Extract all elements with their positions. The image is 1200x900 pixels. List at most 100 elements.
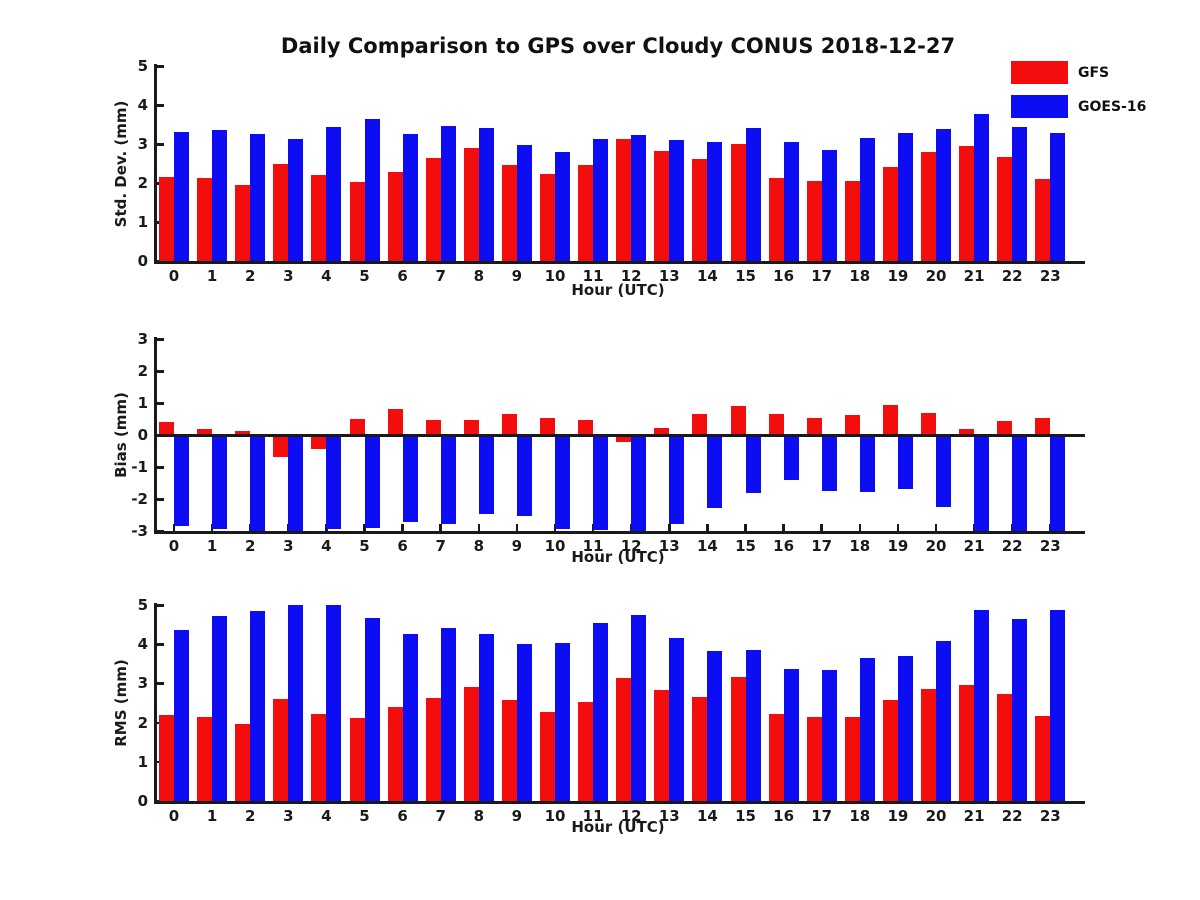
bar-gfs <box>311 435 327 450</box>
bar-gfs <box>616 435 632 443</box>
bar-gfs <box>768 177 784 261</box>
bar-gfs <box>311 713 327 801</box>
x-tick-label: 15 <box>735 807 756 825</box>
bar-gfs <box>501 165 517 261</box>
bar-gfs <box>692 413 708 435</box>
x-tick-label: 1 <box>206 807 218 825</box>
xlabel-hour-utc-middle: Hour (UTC) <box>571 548 665 566</box>
bar-gfs <box>768 413 784 435</box>
bar-gfs <box>959 428 975 435</box>
y-tick-label: -3 <box>131 522 148 540</box>
bar-goes16 <box>478 435 494 515</box>
bar-goes16 <box>593 435 609 531</box>
ylabel-rms: RMS (mm) <box>112 659 130 747</box>
bar-goes16 <box>364 118 380 261</box>
bar-gfs <box>197 717 213 801</box>
bar-goes16 <box>364 617 380 801</box>
y-tick-label: 5 <box>137 596 148 614</box>
bar-goes16 <box>326 127 342 261</box>
x-tick-label: 16 <box>773 807 795 825</box>
bar-goes16 <box>516 435 532 516</box>
x-tick <box>401 524 404 531</box>
bar-goes16 <box>555 643 570 801</box>
bar-gfs <box>654 689 670 801</box>
x-tick-label: 22 <box>1001 267 1023 285</box>
x-tick <box>896 524 900 531</box>
y-tick-label: -1 <box>131 458 148 476</box>
x-tick-label: 0 <box>168 537 180 555</box>
legend: GFS GOES-16 <box>1011 61 1146 129</box>
bar-gfs <box>540 418 555 435</box>
bar-gfs <box>273 435 289 458</box>
bar-goes16 <box>402 134 418 261</box>
bar-gfs <box>578 701 594 801</box>
y-tick-label: 1 <box>137 394 148 412</box>
bar-gfs <box>997 693 1013 801</box>
bar-gfs <box>806 717 822 801</box>
x-tick-label: 10 <box>544 807 566 825</box>
bar-gfs <box>730 677 746 801</box>
bar-goes16 <box>707 651 723 801</box>
bar-gfs <box>159 177 174 261</box>
x-tick-label: 2 <box>244 537 256 555</box>
bar-goes16 <box>859 657 875 801</box>
bar-gfs <box>997 420 1013 435</box>
y-tick <box>157 643 164 646</box>
x-tick-label: 2 <box>244 807 256 825</box>
bar-gfs <box>578 164 594 261</box>
xlabel-hour-utc-bottom: Hour (UTC) <box>571 818 665 836</box>
bar-goes16 <box>402 435 418 523</box>
x-tick-label: 23 <box>1039 807 1061 825</box>
bar-goes16 <box>821 150 837 261</box>
bar-goes16 <box>669 637 685 801</box>
x-tick-label: 11 <box>582 537 604 555</box>
bar-gfs <box>235 723 251 801</box>
gfs-color-swatch <box>1011 61 1068 84</box>
bar-gfs <box>159 715 174 801</box>
x-tick-label: 14 <box>696 807 718 825</box>
x-tick-label: 12 <box>620 267 642 285</box>
x-tick-label: 4 <box>321 267 332 285</box>
x-tick-label: 1 <box>206 267 218 285</box>
x-tick-label: 11 <box>582 807 604 825</box>
x-tick-label: 2 <box>244 267 256 285</box>
xlabel-hour-utc-top: Hour (UTC) <box>571 281 665 299</box>
bar-goes16 <box>174 435 189 527</box>
x-tick-label: 10 <box>544 267 566 285</box>
x-tick-label: 19 <box>887 267 909 285</box>
bar-goes16 <box>936 641 951 801</box>
x-tick-label: 15 <box>735 267 756 285</box>
x-tick <box>172 524 176 531</box>
bar-goes16 <box>440 627 456 801</box>
y-tick-label: 2 <box>137 362 148 380</box>
bar-gfs <box>235 431 251 435</box>
x-tick-label: 9 <box>511 807 523 825</box>
x-tick-label: 4 <box>321 537 332 555</box>
bar-gfs <box>768 713 784 801</box>
bar-gfs <box>273 699 289 801</box>
y-tick <box>157 682 164 685</box>
bar-goes16 <box>974 609 990 801</box>
bar-gfs <box>578 420 594 435</box>
bar-goes16 <box>859 435 875 492</box>
bar-gfs <box>197 429 213 435</box>
y-tick-label: 0 <box>137 252 148 270</box>
bar-goes16 <box>707 435 723 508</box>
bar-goes16 <box>936 435 951 507</box>
bar-gfs <box>692 159 708 261</box>
bar-goes16 <box>593 138 609 261</box>
x-tick-label: 16 <box>773 267 795 285</box>
bar-goes16 <box>1050 610 1066 801</box>
legend-item-goes16: GOES-16 <box>1011 95 1146 118</box>
x-tick-label: 1 <box>206 537 218 555</box>
x-tick <box>934 524 938 531</box>
x-tick-label: 4 <box>321 807 332 825</box>
bar-goes16 <box>516 144 532 261</box>
bar-goes16 <box>478 633 494 801</box>
x-tick-label: 6 <box>397 807 408 825</box>
x-tick-label: 19 <box>887 807 909 825</box>
x-axis-spine <box>154 801 1085 804</box>
x-tick-label: 0 <box>168 807 180 825</box>
chart-title: Daily Comparison to GPS over Cloudy CONU… <box>280 34 956 58</box>
bar-gfs <box>806 180 822 261</box>
